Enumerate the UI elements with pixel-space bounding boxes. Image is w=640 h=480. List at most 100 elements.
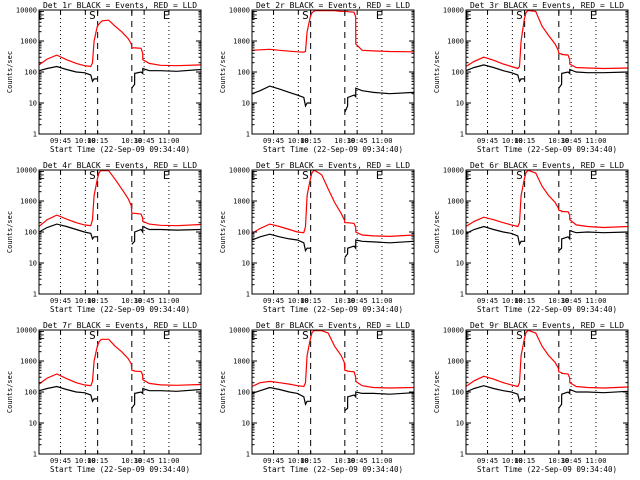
y-tick-label: 1000 bbox=[20, 198, 37, 206]
event-marker: E bbox=[376, 329, 383, 342]
event-marker: E bbox=[163, 169, 170, 182]
x-tick-label: 10:00 bbox=[288, 457, 309, 465]
plot-frame bbox=[465, 329, 629, 455]
x-axis-label: Start Time (22-Sep-09 09:34:40) bbox=[50, 145, 190, 154]
y-axis-label: Counts/sec bbox=[433, 211, 441, 253]
x-tick-label: 10:15 bbox=[87, 297, 108, 305]
y-tick-label: 10000 bbox=[16, 327, 37, 335]
y-tick-label: 10 bbox=[29, 260, 37, 268]
y-tick-label: 10000 bbox=[443, 7, 464, 15]
y-tick-label: 100 bbox=[451, 229, 464, 237]
plot-frame bbox=[251, 9, 415, 135]
x-axis-label: Start Time (22-Sep-09 09:34:40) bbox=[263, 465, 403, 474]
event-marker: E bbox=[251, 329, 258, 342]
panel-title: Det 5r BLACK = Events, RED = LLD bbox=[256, 161, 410, 170]
event-marker: S bbox=[516, 169, 523, 182]
event-marker: E bbox=[590, 169, 597, 182]
x-axis-label: Start Time (22-Sep-09 09:34:40) bbox=[263, 305, 403, 314]
x-tick-label: 10:45 bbox=[134, 457, 155, 465]
x-tick-label: 11:00 bbox=[585, 457, 606, 465]
x-tick-label: 09:45 bbox=[50, 137, 71, 145]
x-tick-label: 09:45 bbox=[263, 137, 284, 145]
y-tick-label: 1000 bbox=[447, 38, 464, 46]
plot-frame bbox=[251, 169, 415, 295]
x-tick-label: 11:00 bbox=[371, 137, 392, 145]
x-tick-label: 09:45 bbox=[477, 297, 498, 305]
x-axis-label: Start Time (22-Sep-09 09:34:40) bbox=[263, 145, 403, 154]
y-tick-label: 1000 bbox=[233, 198, 250, 206]
plot-frame bbox=[38, 9, 202, 135]
series-line-events bbox=[466, 225, 628, 252]
x-tick-label: 10:15 bbox=[300, 457, 321, 465]
y-axis-label: Counts/sec bbox=[6, 211, 14, 253]
y-tick-label: 100 bbox=[237, 69, 250, 77]
x-axis-label: Start Time (22-Sep-09 09:34:40) bbox=[477, 465, 617, 474]
event-marker: S bbox=[516, 329, 523, 342]
y-tick-label: 10000 bbox=[443, 327, 464, 335]
x-tick-label: 09:45 bbox=[477, 137, 498, 145]
y-tick-label: 10000 bbox=[229, 7, 250, 15]
series-line-events bbox=[252, 386, 414, 412]
panel-title: Det 9r BLACK = Events, RED = LLD bbox=[470, 321, 624, 330]
x-tick-label: 11:00 bbox=[371, 297, 392, 305]
panel-title: Det 3r BLACK = Events, RED = LLD bbox=[470, 1, 624, 10]
y-tick-label: 10 bbox=[456, 260, 464, 268]
y-tick-label: 100 bbox=[24, 389, 37, 397]
x-tick-label: 10:45 bbox=[561, 137, 582, 145]
series-line-events bbox=[466, 64, 628, 89]
x-tick-label: 09:45 bbox=[263, 297, 284, 305]
event-marker: E bbox=[465, 9, 472, 22]
x-tick-label: 10:30 bbox=[121, 297, 142, 305]
x-tick-label: 09:45 bbox=[263, 457, 284, 465]
y-tick-label: 1000 bbox=[20, 358, 37, 366]
x-tick-label: 10:15 bbox=[87, 457, 108, 465]
x-axis-label: Start Time (22-Sep-09 09:34:40) bbox=[477, 305, 617, 314]
y-tick-label: 100 bbox=[237, 229, 250, 237]
y-tick-label: 10 bbox=[456, 420, 464, 428]
y-axis-label: Counts/sec bbox=[219, 51, 227, 93]
event-marker: S bbox=[89, 9, 96, 22]
x-tick-label: 10:30 bbox=[548, 457, 569, 465]
y-tick-label: 10 bbox=[29, 100, 37, 108]
x-tick-label: 10:00 bbox=[288, 297, 309, 305]
x-tick-label: 10:45 bbox=[561, 457, 582, 465]
series-line-lld bbox=[252, 10, 414, 53]
event-marker: E bbox=[590, 329, 597, 342]
event-marker: S bbox=[302, 9, 309, 22]
event-marker: E bbox=[376, 9, 383, 22]
panel-title: Det 8r BLACK = Events, RED = LLD bbox=[256, 321, 410, 330]
y-tick-label: 1 bbox=[33, 131, 37, 139]
y-tick-label: 1 bbox=[33, 291, 37, 299]
x-axis-label: Start Time (22-Sep-09 09:34:40) bbox=[50, 465, 190, 474]
event-marker: E bbox=[251, 9, 258, 22]
y-tick-label: 10 bbox=[456, 100, 464, 108]
y-tick-label: 1 bbox=[246, 131, 250, 139]
x-tick-label: 10:45 bbox=[347, 297, 368, 305]
y-tick-label: 100 bbox=[24, 69, 37, 77]
plot-frame bbox=[465, 169, 629, 295]
event-marker: E bbox=[38, 169, 45, 182]
x-tick-label: 10:30 bbox=[121, 457, 142, 465]
x-tick-label: 10:45 bbox=[561, 297, 582, 305]
event-marker: S bbox=[516, 9, 523, 22]
x-tick-label: 10:30 bbox=[334, 137, 355, 145]
x-tick-label: 10:15 bbox=[514, 137, 535, 145]
x-axis-label: Start Time (22-Sep-09 09:34:40) bbox=[477, 145, 617, 154]
x-tick-label: 10:30 bbox=[334, 457, 355, 465]
series-line-events bbox=[466, 385, 628, 409]
y-tick-label: 10000 bbox=[229, 327, 250, 335]
series-line-events bbox=[252, 85, 414, 113]
x-tick-label: 10:15 bbox=[514, 297, 535, 305]
plot-frame bbox=[38, 329, 202, 455]
y-tick-label: 1 bbox=[460, 451, 464, 459]
y-tick-label: 10 bbox=[29, 420, 37, 428]
y-tick-label: 10000 bbox=[16, 7, 37, 15]
event-marker: S bbox=[302, 329, 309, 342]
x-tick-label: 11:00 bbox=[585, 137, 606, 145]
series-line-events bbox=[39, 65, 201, 89]
y-axis-label: Counts/sec bbox=[433, 371, 441, 413]
y-tick-label: 1000 bbox=[233, 358, 250, 366]
event-marker: E bbox=[251, 169, 258, 182]
